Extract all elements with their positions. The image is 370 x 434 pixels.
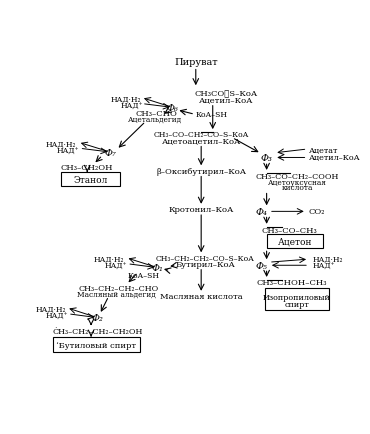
Text: Ацетил–КоА: Ацетил–КоА [309,154,361,162]
Text: НАД⁺: НАД⁺ [121,102,144,110]
Text: Ацетоуксусная: Ацетоуксусная [268,179,327,187]
Text: Ацетат: Ацетат [309,146,338,155]
Text: спирт: спирт [285,300,309,308]
Text: СН₃–СН₂–СН₂–СНО: СН₃–СН₂–СН₂–СНО [79,284,159,292]
Text: Кротонил–КоА: Кротонил–КоА [168,206,234,214]
Text: Φ₃: Φ₃ [261,154,273,163]
Text: Масляная кислота: Масляная кислота [160,293,242,300]
Bar [267,235,323,249]
Text: Ацетон: Ацетон [278,237,312,247]
Text: ĊН₃–СН₂–СН₂–СН₂ОН: ĊН₃–СН₂–СН₂–СН₂ОН [52,327,142,335]
Text: КоА–SH: КоА–SH [196,111,228,119]
Text: НАД⁺: НАД⁺ [46,312,68,319]
Text: НАД·Н₂: НАД·Н₂ [313,256,343,263]
Bar [265,289,329,310]
Text: НАД·Н₂: НАД·Н₂ [35,306,65,313]
Text: Масляный альдегид: Масляный альдегид [77,290,156,298]
Text: β–Оксибутирил–КоА: β–Оксибутирил–КоА [156,167,246,175]
Text: Ацетальдегид: Ацетальдегид [128,116,182,124]
Text: Ацетоацетил–КоА: Ацетоацетил–КоА [161,137,241,145]
Text: СН₃–СН₂ОН: СН₃–СН₂ОН [61,163,114,171]
Text: Φ₂: Φ₂ [91,313,103,322]
Text: НАД⁺: НАД⁺ [313,262,336,270]
Text: Φ₁: Φ₁ [151,263,163,273]
Text: НАД⁺: НАД⁺ [105,262,127,270]
Text: Бутирил–КоА: Бутирил–КоА [175,260,235,268]
Text: НАД·Н₂: НАД·Н₂ [111,96,141,104]
Text: СН₃–СНОН–СН₃: СН₃–СНОН–СН₃ [257,279,327,286]
Text: CH₃CO∾S–КоА: CH₃CO∾S–КоА [194,90,258,99]
Text: Φ₆: Φ₆ [167,104,179,113]
Text: НАД⁺: НАД⁺ [57,146,80,155]
Text: Ацетил–КоА: Ацетил–КоА [199,96,253,105]
Text: ʻБутиловый спирт: ʻБутиловый спирт [56,341,137,349]
Text: Φ₅: Φ₅ [255,261,267,270]
Text: СН₃–СО–СН₂–СООН: СН₃–СО–СН₂–СООН [256,173,339,181]
Text: Этанол: Этанол [74,175,108,184]
Text: СО₂: СО₂ [309,208,326,216]
Bar [53,337,139,352]
Text: КоА–SH: КоА–SH [127,272,159,279]
Text: СН₃–СНО: СН₃–СНО [135,109,178,118]
Bar [61,173,120,187]
Text: кислота: кислота [282,184,313,192]
Text: СН₃–СО–СН₂–СО–S–КоА: СН₃–СО–СН₂–СО–S–КоА [154,131,249,139]
Text: Φ₄: Φ₄ [255,207,267,217]
Text: НАД·Н₂: НАД·Н₂ [46,140,77,148]
Text: Φ₇: Φ₇ [104,148,116,157]
Text: СН₃–СО–СН₃: СН₃–СО–СН₃ [262,226,317,234]
Text: СН₃–СН₂–СН₂–СО–S–КоА: СН₃–СН₂–СН₂–СО–S–КоА [156,254,255,262]
Text: Изопропиловый: Изопропиловый [263,293,331,301]
Text: Пируват: Пируват [174,58,218,67]
Text: НАД·Н₂: НАД·Н₂ [94,256,124,263]
